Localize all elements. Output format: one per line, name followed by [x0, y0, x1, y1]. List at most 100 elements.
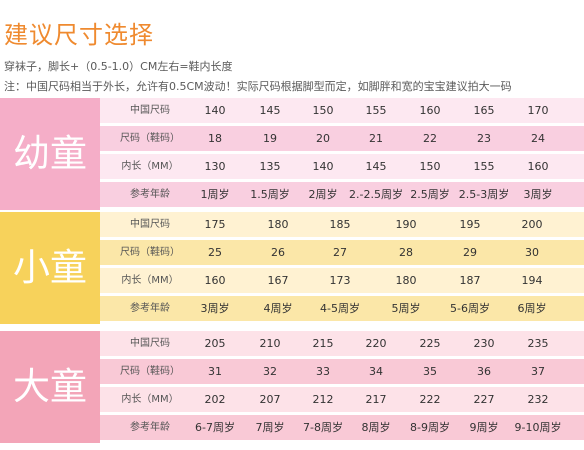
table-cell: 170: [527, 104, 549, 117]
table-row: 内长（MM） 202 207 212 217 222 227 232: [100, 387, 584, 412]
table-cell: 31: [208, 365, 222, 378]
table-cell: 30: [525, 246, 539, 259]
table-cell: 8周岁: [361, 421, 391, 434]
table-cell: 185: [329, 218, 351, 231]
table-cell: 36: [477, 365, 491, 378]
table-cell: 140: [204, 104, 226, 117]
row-header: 中国尺码: [130, 219, 170, 230]
table-row: 中国尺码 205 210 215 220 225 230 235: [100, 331, 584, 356]
table-cell: 28: [399, 246, 413, 259]
table-cell: 167: [267, 274, 289, 287]
row-header: 参考年龄: [130, 303, 170, 314]
table-cell: 2.5周岁: [410, 188, 450, 201]
note-fit: 穿袜子，脚长+（0.5-1.0）CM左右=鞋内长度: [4, 60, 233, 73]
table-cell: 225: [419, 337, 441, 350]
table-row: 尺码（鞋码） 18 19 20 21 22 23 24: [100, 126, 584, 151]
table-cell: 145: [259, 104, 281, 117]
table-cell: 1.5周岁: [250, 188, 290, 201]
row-header: 尺码（鞋码）: [120, 247, 180, 258]
table-cell: 175: [204, 218, 226, 231]
table-cell: 26: [271, 246, 285, 259]
table-cell: 24: [531, 132, 545, 145]
table-cell: 1周岁: [200, 188, 230, 201]
table-cell: 150: [312, 104, 334, 117]
table-cell: 232: [527, 393, 549, 406]
table-row: 尺码（鞋码） 31 32 33 34 35 36 37: [100, 359, 584, 384]
table-row: 参考年龄 1周岁 1.5周岁 2周岁 2.-2.5周岁 2.5周岁 2.5-3周岁 3周岁: [100, 182, 584, 207]
table-cell: 5周岁: [391, 302, 421, 315]
table-cell: 5-6周岁: [450, 302, 490, 315]
table-cell: 7周岁: [255, 421, 285, 434]
size-table-big-kid: 大童 中国尺码 205 210 215 220 225 230 235 尺码（鞋码） 31 3…: [0, 331, 584, 443]
table-cell: 3周岁: [200, 302, 230, 315]
table-cell: 227: [473, 393, 495, 406]
table-cell: 37: [531, 365, 545, 378]
row-header: 参考年龄: [130, 422, 170, 433]
table-cell: 160: [204, 274, 226, 287]
table-cell: 9周岁: [469, 421, 499, 434]
table-cell: 145: [365, 160, 387, 173]
table-cell: 18: [208, 132, 222, 145]
page-title: 建议尺寸选择: [4, 21, 154, 49]
table-cell: 155: [473, 160, 495, 173]
table-row: 中国尺码 140 145 150 155 160 165 170: [100, 98, 584, 123]
table-cell: 205: [204, 337, 226, 350]
note-size-advice: 注：中国尺码相当于外长，允许有0.5CM波动！实际尺码根据脚型而定，如脚胖和宽的…: [4, 80, 512, 93]
table-cell: 165: [473, 104, 495, 117]
table-cell: 173: [329, 274, 351, 287]
table-cell: 25: [208, 246, 222, 259]
table-cell: 2.-2.5周岁: [349, 188, 403, 201]
table-cell: 23: [477, 132, 491, 145]
row-header: 中国尺码: [130, 105, 170, 116]
table-cell: 32: [263, 365, 277, 378]
table-cell: 6周岁: [517, 302, 547, 315]
table-cell: 230: [473, 337, 495, 350]
row-header: 中国尺码: [130, 338, 170, 349]
group-label: 大童: [0, 331, 100, 443]
row-header: 内长（MM）: [121, 161, 179, 172]
table-cell: 2周岁: [308, 188, 338, 201]
table-cell: 2.5-3周岁: [458, 188, 510, 201]
table-cell: 19: [263, 132, 277, 145]
table-cell: 160: [419, 104, 441, 117]
row-header: 内长（MM）: [121, 394, 179, 405]
table-cell: 29: [463, 246, 477, 259]
table-cell: 187: [459, 274, 481, 287]
table-cell: 217: [365, 393, 387, 406]
table-row: 内长（MM） 130 135 140 145 150 155 160: [100, 154, 584, 179]
table-cell: 140: [312, 160, 334, 173]
table-cell: 21: [369, 132, 383, 145]
table-cell: 235: [527, 337, 549, 350]
table-cell: 222: [419, 393, 441, 406]
table-cell: 22: [423, 132, 437, 145]
table-cell: 180: [395, 274, 417, 287]
table-cell: 150: [419, 160, 441, 173]
table-cell: 212: [312, 393, 334, 406]
row-header: 内长（MM）: [121, 275, 179, 286]
row-header: 参考年龄: [130, 189, 170, 200]
table-cell: 195: [459, 218, 481, 231]
table-cell: 215: [312, 337, 334, 350]
table-cell: 130: [204, 160, 226, 173]
table-cell: 200: [521, 218, 543, 231]
table-cell: 202: [204, 393, 226, 406]
table-cell: 3周岁: [523, 188, 553, 201]
table-cell: 135: [259, 160, 281, 173]
row-header: 尺码（鞋码）: [120, 133, 180, 144]
table-cell: 20: [316, 132, 330, 145]
size-table-toddler: 幼童 中国尺码 140 145 150 155 160 165 170 尺码（鞋码） 18 1…: [0, 98, 584, 210]
table-cell: 207: [259, 393, 281, 406]
table-cell: 35: [423, 365, 437, 378]
table-row: 尺码（鞋码） 25 26 27 28 29 30: [100, 240, 584, 265]
size-table-child: 小童 中国尺码 175 180 185 190 195 200 尺码（鞋码） 25 26 27…: [0, 212, 584, 324]
table-cell: 190: [395, 218, 417, 231]
table-cell: 9-10周岁: [514, 421, 562, 434]
table-cell: 8-9周岁: [410, 421, 450, 434]
table-cell: 27: [333, 246, 347, 259]
table-row: 参考年龄 6-7周岁 7周岁 7-8周岁 8周岁 8-9周岁 9周岁 9-10周岁: [100, 415, 584, 440]
table-cell: 4-5周岁: [320, 302, 360, 315]
table-row: 中国尺码 175 180 185 190 195 200: [100, 212, 584, 237]
table-cell: 210: [259, 337, 281, 350]
table-cell: 155: [365, 104, 387, 117]
row-header: 尺码（鞋码）: [120, 366, 180, 377]
